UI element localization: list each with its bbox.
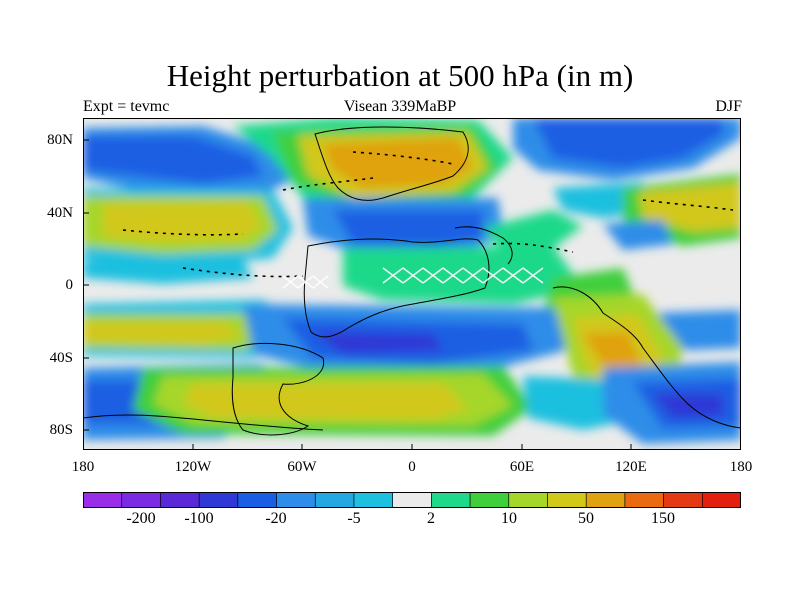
field-region	[83, 322, 243, 344]
colorbar-swatch	[237, 492, 278, 508]
field-region	[83, 136, 263, 184]
lon-label-120e: 120E	[615, 459, 647, 475]
coastline	[552, 286, 741, 429]
colorbar-label: 10	[501, 510, 517, 527]
field-region	[103, 202, 261, 242]
colorbar-label: -5	[347, 510, 361, 527]
coastline	[303, 238, 490, 338]
colorbar-swatch	[586, 492, 626, 508]
colorbar-swatch	[624, 492, 665, 508]
lon-label-60e: 60E	[509, 459, 535, 475]
coastline	[314, 126, 469, 201]
colorbar-swatch	[702, 492, 742, 508]
lat-label-80n: 80N	[47, 132, 73, 148]
lon-label-180-east: 180	[729, 459, 753, 475]
colorbar-swatch	[431, 492, 471, 508]
colorbar-swatch	[315, 492, 355, 508]
colorbar-label: 50	[578, 510, 594, 527]
field-region	[343, 246, 583, 304]
field-region	[638, 182, 741, 232]
coastline	[231, 342, 325, 436]
coastline	[83, 414, 324, 431]
colorbar-label: -100	[184, 510, 214, 527]
field-region	[83, 260, 253, 284]
colorbar-swatch	[663, 492, 703, 508]
field-region	[483, 210, 583, 252]
hatch-pattern	[382, 267, 544, 284]
lon-label-60w: 60W	[287, 459, 317, 475]
period-label: Visean 339MaBP	[343, 98, 457, 115]
field-region	[313, 332, 443, 354]
colorbar-swatch	[160, 492, 200, 508]
experiment-label: Expt = tevmc	[83, 98, 170, 115]
plot-title: Height perturbation at 500 hPa (in m)	[166, 58, 634, 93]
lat-label-80s: 80S	[49, 422, 73, 438]
dashed-contour	[492, 242, 574, 253]
field-region	[333, 210, 483, 246]
colorbar-swatch	[547, 492, 587, 508]
field-region	[603, 220, 673, 250]
field-region	[183, 384, 468, 420]
colorbar-frame	[83, 492, 741, 508]
colorbar	[83, 492, 742, 513]
colorbar-swatch	[199, 492, 239, 508]
colorbar-label: -200	[126, 510, 156, 527]
field-region	[323, 138, 473, 188]
lat-label-40s: 40S	[49, 350, 73, 366]
colorbar-label: 2	[427, 510, 435, 527]
colorbar-swatch	[276, 492, 316, 508]
colorbar-swatch	[353, 492, 394, 508]
colorbar-swatch	[121, 492, 161, 508]
field-region	[653, 394, 723, 418]
colorbar-label: -20	[265, 510, 287, 527]
colorbar-swatch	[392, 492, 432, 508]
lat-label-40n: 40N	[47, 205, 73, 221]
season-label: DJF	[715, 98, 742, 115]
lon-label-120w: 120W	[174, 459, 212, 475]
lon-label-180-west: 180	[71, 459, 95, 475]
colorbar-swatch	[83, 492, 123, 508]
field-region	[533, 118, 723, 168]
colorbar-swatch	[508, 492, 548, 508]
dashed-contour	[642, 199, 734, 211]
colorbar-swatch	[470, 492, 510, 508]
lat-label-equator: 0	[65, 277, 74, 293]
colorbar-label: 150	[651, 510, 675, 527]
dashed-contour	[352, 151, 454, 165]
contour-map	[83, 118, 741, 450]
hatch-pattern	[282, 275, 329, 289]
coastline	[454, 226, 513, 265]
dashed-contour	[282, 177, 374, 191]
lon-label-0: 0	[408, 459, 416, 475]
